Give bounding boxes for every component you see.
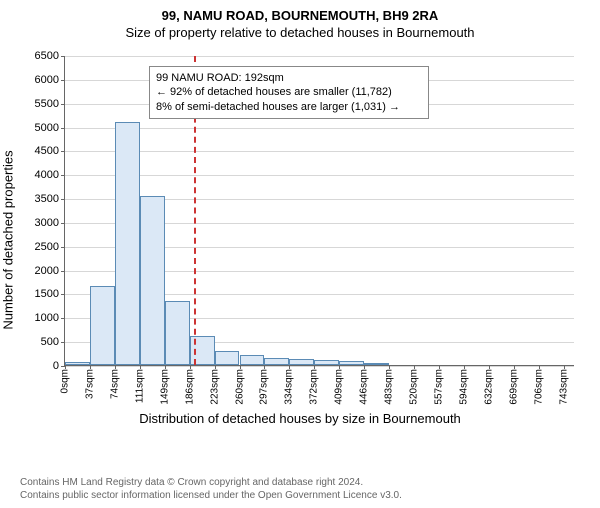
chart-title-line1: 99, NAMU ROAD, BOURNEMOUTH, BH9 2RA (0, 8, 600, 23)
x-tick-label: 37sqm (84, 369, 95, 399)
x-tick-label: 669sqm (508, 369, 519, 405)
footer-attribution: Contains HM Land Registry data © Crown c… (20, 476, 402, 502)
histogram-bar (165, 301, 190, 365)
footer-line1: Contains HM Land Registry data © Crown c… (20, 476, 402, 489)
y-tick-label: 1500 (35, 288, 65, 300)
gridline (65, 151, 574, 152)
x-tick-label: 334sqm (284, 369, 295, 405)
plot-area: 0500100015002000250030003500400045005000… (64, 56, 574, 366)
x-tick-label: 446sqm (359, 369, 370, 405)
annotation-box: 99 NAMU ROAD: 192sqm← 92% of detached ho… (149, 66, 429, 119)
annotation-line: 8% of semi-detached houses are larger (1… (156, 100, 422, 114)
y-tick-label: 6000 (35, 74, 65, 86)
x-tick-label: 186sqm (184, 369, 195, 405)
x-tick-label: 557sqm (433, 369, 444, 405)
gridline (65, 366, 574, 367)
histogram-bar (314, 360, 339, 365)
y-tick-label: 5000 (35, 122, 65, 134)
annotation-line: ← 92% of detached houses are smaller (11… (156, 85, 422, 99)
x-tick-label: 409sqm (334, 369, 345, 405)
y-axis-label: Number of detached properties (1, 150, 16, 329)
y-tick-label: 3000 (35, 217, 65, 229)
x-tick-label: 372sqm (309, 369, 320, 405)
x-tick-label: 297sqm (259, 369, 270, 405)
histogram-bar (264, 358, 289, 365)
chart-container: Number of detached properties 0500100015… (0, 50, 600, 430)
x-tick-label: 260sqm (234, 369, 245, 405)
histogram-bar (115, 122, 140, 365)
y-tick-label: 2000 (35, 265, 65, 277)
histogram-bar (364, 363, 389, 365)
annotation-line: 99 NAMU ROAD: 192sqm (156, 71, 422, 85)
x-tick-label: 520sqm (409, 369, 420, 405)
y-tick-label: 6500 (35, 50, 65, 62)
histogram-bar (289, 359, 314, 365)
footer-line2: Contains public sector information licen… (20, 489, 402, 502)
x-tick-label: 743sqm (558, 369, 569, 405)
x-tick-label: 111sqm (134, 369, 145, 403)
y-tick-label: 1000 (35, 312, 65, 324)
histogram-bar (215, 351, 240, 365)
x-tick-label: 594sqm (458, 369, 469, 405)
x-tick-label: 632sqm (483, 369, 494, 405)
gridline (65, 56, 574, 57)
histogram-bar (339, 361, 364, 365)
histogram-bar (140, 196, 165, 365)
y-tick-label: 4000 (35, 169, 65, 181)
y-tick-label: 500 (41, 336, 65, 348)
histogram-bar (65, 362, 90, 365)
y-tick-label: 4500 (35, 145, 65, 157)
gridline (65, 128, 574, 129)
x-tick-label: 74sqm (109, 369, 120, 399)
x-tick-label: 483sqm (384, 369, 395, 405)
x-tick-label: 706sqm (533, 369, 544, 405)
chart-title-line2: Size of property relative to detached ho… (0, 25, 600, 40)
x-axis-label: Distribution of detached houses by size … (139, 411, 461, 426)
gridline (65, 175, 574, 176)
histogram-bar (90, 286, 115, 365)
y-tick-label: 2500 (35, 241, 65, 253)
y-tick-label: 5500 (35, 98, 65, 110)
x-tick-label: 149sqm (159, 369, 170, 405)
x-tick-label: 223sqm (209, 369, 220, 405)
histogram-bar (240, 355, 265, 365)
x-tick-label: 0sqm (60, 369, 71, 393)
y-tick-label: 3500 (35, 193, 65, 205)
